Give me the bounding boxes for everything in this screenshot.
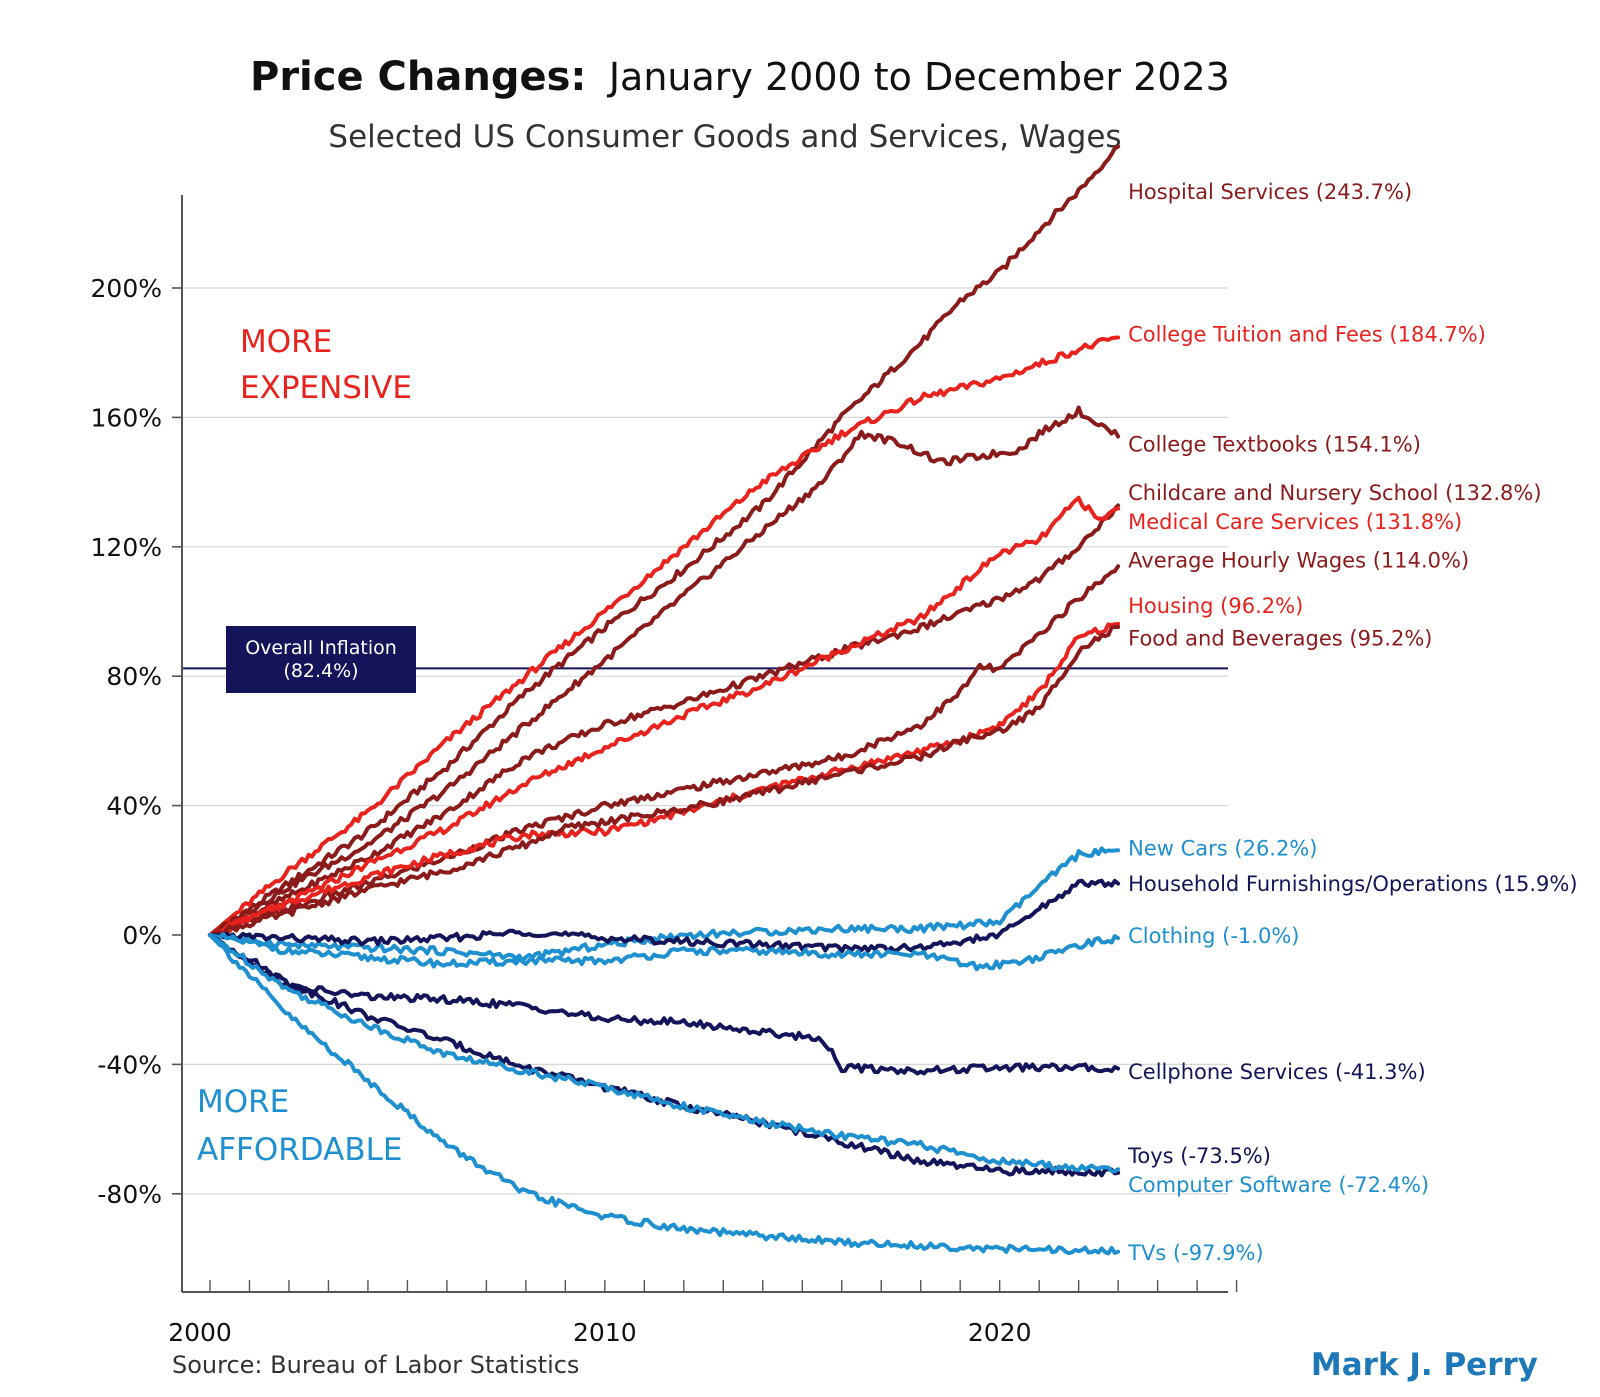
chart-subtitle: Selected US Consumer Goods and Services,… — [328, 119, 1121, 155]
series-label: Clothing (-1.0%) — [1128, 924, 1299, 948]
chart-title: Price Changes: January 2000 to December … — [250, 54, 1230, 100]
reference-label-box — [226, 626, 416, 693]
series-label: Cellphone Services (-41.3%) — [1128, 1060, 1426, 1084]
series-label: New Cars (26.2%) — [1128, 837, 1317, 861]
chart-title-detail: January 2000 to December 2023 — [607, 55, 1230, 99]
series-label: College Textbooks (154.1%) — [1128, 432, 1421, 456]
series-label: Medical Care Services (131.8%) — [1128, 510, 1462, 534]
series-label: Food and Beverages (95.2%) — [1128, 626, 1432, 650]
series-label: Childcare and Nursery School (132.8%) — [1128, 481, 1541, 505]
chart-title-main: Price Changes: — [250, 54, 586, 100]
reference-label-line2: (82.4%) — [283, 660, 358, 682]
series-label: Housing (96.2%) — [1128, 594, 1303, 618]
series-label: Hospital Services (243.7%) — [1128, 180, 1412, 204]
x-tick-label: 2000 — [168, 1318, 232, 1347]
region-label-affordable-line1: MORE — [197, 1084, 289, 1120]
reference-label-line1: Overall Inflation — [245, 637, 397, 659]
region-label-affordable-line2: AFFORDABLE — [197, 1132, 402, 1168]
region-label-affordable: MORE AFFORDABLE — [197, 1084, 402, 1168]
x-tick-label: 2010 — [573, 1318, 637, 1347]
series-label: College Tuition and Fees (184.7%) — [1128, 322, 1486, 346]
series-line — [208, 144, 1121, 937]
y-tick-label: -80% — [97, 1180, 162, 1209]
y-tick-label: 200% — [91, 274, 162, 303]
series-line — [208, 932, 1121, 972]
series-label: TVs (-97.9%) — [1127, 1241, 1264, 1265]
series-line — [208, 878, 1121, 954]
series-line — [208, 624, 1121, 937]
series-line — [208, 503, 1121, 937]
series-line — [208, 933, 1121, 1174]
region-label-expensive: MORE EXPENSIVE — [240, 324, 412, 406]
y-tick-label: 0% — [122, 921, 162, 950]
y-tick-label: 120% — [91, 533, 162, 562]
series-line — [208, 405, 1121, 937]
series-line — [208, 564, 1121, 937]
series-label: Average Hourly Wages (114.0%) — [1128, 549, 1469, 573]
overall-inflation-reference: Overall Inflation(82.4%) — [182, 626, 1228, 693]
series-line — [208, 335, 1121, 937]
x-tick-label: 2020 — [968, 1318, 1032, 1347]
series-label: Household Furnishings/Operations (15.9%) — [1128, 872, 1577, 896]
series-line — [208, 933, 1121, 1178]
series-label: Computer Software (-72.4%) — [1128, 1173, 1429, 1197]
axes: -80% -40% 0% 40% 80% 120% 160% 200% 2000 2010 2020 — [91, 195, 1238, 1347]
series-line — [208, 933, 1121, 1256]
region-label-expensive-line2: EXPENSIVE — [240, 370, 412, 406]
series-line — [208, 933, 1121, 1076]
region-label-expensive-line1: MORE — [240, 324, 332, 360]
series-line — [208, 495, 1121, 937]
y-tick-label: -40% — [97, 1050, 162, 1079]
series-labels: Hospital Services (243.7%) College Tuitio… — [1127, 180, 1577, 1265]
author-credit: Mark J. Perry — [1311, 1347, 1538, 1383]
source-note: Source: Bureau of Labor Statistics — [172, 1351, 579, 1379]
y-tick-label: 80% — [106, 662, 162, 691]
series-lines — [208, 144, 1121, 1256]
series-label: Toys (-73.5%) — [1127, 1144, 1271, 1168]
y-tick-label: 40% — [106, 792, 162, 821]
y-tick-label: 160% — [91, 403, 162, 432]
